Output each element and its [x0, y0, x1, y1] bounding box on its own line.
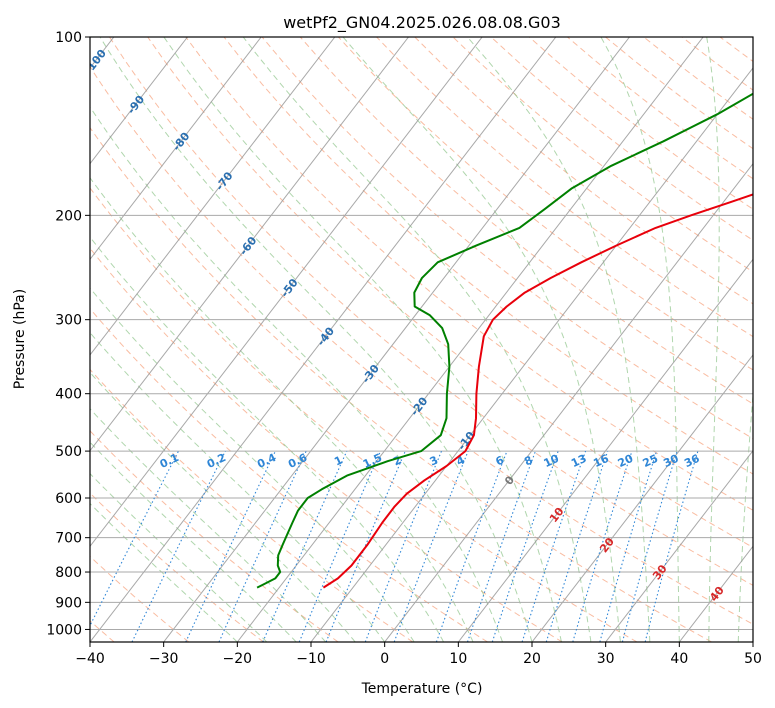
isotherm-line	[236, 37, 704, 642]
moist-adiabat-line	[467, 37, 651, 642]
moist-adiabat-line	[163, 37, 562, 642]
moist-adiabat-line	[90, 176, 474, 642]
dry-adiabat-line	[90, 126, 712, 642]
moist-adiabat-line	[90, 408, 327, 642]
dry-adiabat-line	[90, 187, 638, 642]
mixing-ratio-line	[298, 450, 382, 642]
mixing-ratio-line	[131, 450, 226, 642]
mixing-ratio-line	[621, 450, 678, 642]
y-tick-label: 300	[55, 313, 82, 329]
y-tick-label: 100	[55, 30, 82, 46]
moist-adiabat-line	[600, 37, 680, 642]
y-tick-label: 700	[55, 531, 82, 547]
y-tick-label: 400	[55, 387, 82, 403]
mixing-ratio-label: 13	[569, 452, 588, 470]
mixing-ratio-label: 20	[616, 452, 636, 470]
isotherm-line	[531, 354, 753, 642]
isotherm-line	[90, 37, 557, 642]
moist-adiabat-line	[90, 502, 238, 642]
temperature-profile	[322, 193, 753, 589]
x-axis-ticks: −40 −30 −20 −10 0 10 20 30 40 50	[75, 642, 762, 667]
isotherm-line	[90, 37, 336, 356]
isotherm-line	[605, 449, 753, 642]
mixing-ratio-line	[491, 450, 559, 642]
mixing-ratio-line	[521, 450, 587, 642]
moist-adiabat-line	[242, 37, 592, 642]
dewpoint-profile	[256, 92, 753, 589]
mixing-ratio-line	[393, 450, 469, 642]
dry-adiabat-line	[90, 430, 339, 642]
mixing-ratio-line	[435, 450, 508, 642]
dry-adiabat-line	[414, 37, 753, 305]
moist-adiabat-line	[706, 37, 720, 642]
x-axis-label: Temperature (°C)	[361, 681, 483, 697]
mixing-ratio-line	[262, 450, 348, 642]
mixing-ratio-line	[325, 450, 406, 642]
x-tick-label: 40	[670, 651, 688, 667]
x-tick-label: 20	[523, 651, 541, 667]
x-tick-label: −40	[75, 651, 105, 667]
isotherm-line	[90, 37, 483, 548]
isotherm-line	[310, 67, 753, 642]
mixing-ratio-line	[572, 450, 633, 642]
isotherm-line	[457, 258, 753, 642]
mixing-ratio-label: 25	[641, 452, 660, 470]
y-tick-label: 1000	[46, 622, 82, 638]
isotherm-line	[384, 162, 753, 642]
isotherm-line	[90, 37, 188, 165]
dry-adiabat-line	[90, 555, 190, 642]
mixing-ratio-line	[545, 450, 609, 642]
x-tick-label: 50	[744, 651, 762, 667]
dry-adiabat-line	[90, 65, 753, 625]
y-tick-label: 800	[55, 565, 82, 581]
moist-adiabat-line	[90, 441, 297, 642]
isotherm-line	[90, 37, 409, 452]
mixing-ratio-line	[90, 450, 179, 627]
moist-adiabat-line	[90, 331, 386, 642]
mixing-ratio-label: 16	[591, 452, 611, 470]
isotherm-line	[163, 37, 630, 642]
mixing-ratio-label: 30	[661, 452, 681, 470]
y-tick-label: 500	[55, 444, 82, 460]
y-axis-label: Pressure (hPa)	[12, 289, 28, 389]
plot-frame	[89, 36, 754, 643]
mixing-ratio-line	[364, 450, 443, 642]
x-tick-label: 0	[380, 651, 389, 667]
mixing-ratio-label: 10	[542, 452, 562, 470]
y-tick-label: 200	[55, 208, 82, 224]
y-tick-label: 600	[55, 491, 82, 507]
moist-adiabat-line	[342, 37, 621, 642]
isotherm-line	[90, 37, 262, 261]
x-tick-label: 30	[597, 651, 615, 667]
x-tick-label: 10	[449, 651, 467, 667]
y-axis-ticks: 100 200 300 400 500 600 700 800 900 1000	[46, 30, 90, 638]
plot-area: 0.1 0.2 0.4 0.6 1 1.5 2 3 4 6 8 10 13 16 20 25 30 36-100-…	[90, 37, 753, 642]
moist-adiabat-line	[90, 287, 415, 642]
x-tick-label: −20	[223, 651, 253, 667]
dry-adiabat-line	[338, 37, 753, 371]
dry-adiabat-line	[376, 37, 753, 338]
y-tick-label: 900	[55, 595, 82, 611]
moist-adiabat-line	[90, 371, 356, 642]
dry-adiabat-line	[185, 37, 753, 511]
dry-adiabat-line	[90, 247, 563, 642]
mixing-ratio-line	[644, 450, 699, 642]
dry-adiabat-line	[299, 37, 753, 405]
dry-adiabat-line	[90, 307, 488, 642]
mixing-ratio-line	[466, 450, 537, 642]
mixing-ratio-line	[599, 450, 658, 642]
mixing-ratio-label: 36	[682, 452, 702, 470]
moist-adiabat-line	[99, 37, 533, 642]
dry-adiabat-line	[109, 37, 753, 586]
x-tick-label: −10	[296, 651, 326, 667]
moist-adiabat-line	[737, 389, 753, 642]
moist-adiabat-line	[90, 106, 503, 642]
x-tick-label: −30	[149, 651, 179, 667]
moist-adiabat-line	[90, 472, 268, 642]
chart-title: wetPf2_GN04.2025.026.08.08.G03	[283, 13, 561, 33]
